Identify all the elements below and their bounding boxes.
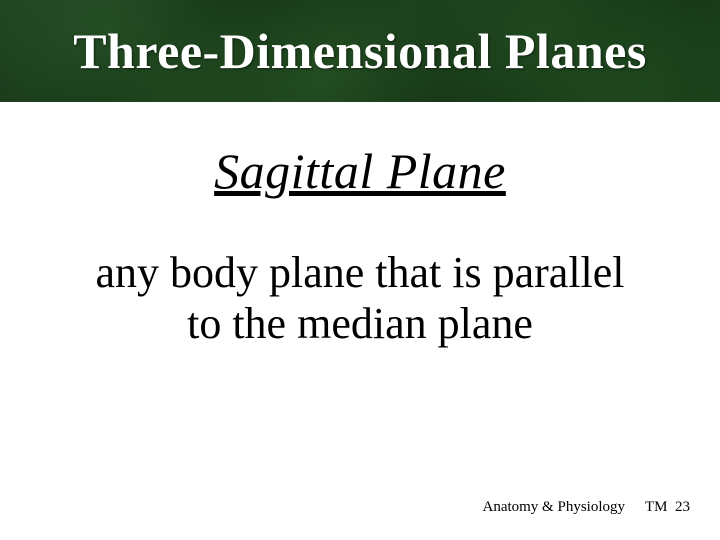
footer-page-number: 23 (675, 499, 690, 515)
subtitle: Sagittal Plane (0, 142, 720, 200)
footer: Anatomy & Physiology TM 23 (482, 499, 690, 516)
body-line-2: to the median plane (187, 299, 533, 348)
footer-right: TM 23 (645, 499, 690, 516)
footer-tm-label: TM (645, 499, 668, 515)
body-line-1: any body plane that is parallel (95, 248, 624, 297)
slide-title: Three-Dimensional Planes (73, 22, 647, 80)
footer-course: Anatomy & Physiology (482, 499, 625, 516)
body-text: any body plane that is parallel to the m… (0, 248, 720, 349)
title-bar: Three-Dimensional Planes (0, 0, 720, 102)
